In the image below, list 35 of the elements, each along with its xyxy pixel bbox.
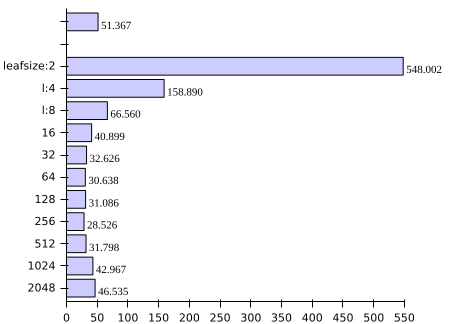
- x-tick-label: 550: [394, 312, 415, 324]
- x-tick-label: 400: [302, 312, 323, 324]
- data-label: 31.086: [88, 197, 120, 210]
- data-label: 40.899: [94, 130, 126, 143]
- data-label: 42.967: [96, 264, 127, 276]
- x-tick-label: 500: [363, 312, 384, 324]
- x-tick-label: 250: [210, 312, 231, 324]
- data-label: 31.798: [89, 242, 120, 254]
- y-tick-label: 256: [34, 215, 56, 228]
- data-label: 66.560: [110, 108, 142, 121]
- y-tick-label: leafsize:2: [3, 60, 56, 73]
- y-tick-label: 128: [34, 192, 56, 206]
- data-label: 30.638: [88, 175, 120, 188]
- y-tick-label: 2048: [28, 282, 56, 295]
- data-label: 51.367: [101, 20, 132, 32]
- data-label: 28.526: [87, 220, 118, 232]
- y-tick-label: 1024: [28, 259, 56, 272]
- x-tick-label: 0: [63, 312, 70, 324]
- y-tick-label: 32: [42, 148, 56, 162]
- x-tick-label: 100: [117, 312, 138, 324]
- y-tick-label: 16: [42, 126, 56, 140]
- y-tick-label: 512: [34, 237, 56, 250]
- data-label: 548.002: [406, 64, 442, 76]
- x-tick-label: 450: [332, 312, 354, 324]
- y-tick-label: 64: [42, 170, 56, 184]
- x-tick-label: 200: [178, 312, 200, 324]
- data-label: 32.626: [90, 153, 120, 165]
- data-label: 158.890: [167, 86, 204, 98]
- y-tick-label: l:4: [42, 82, 56, 95]
- x-tick-label: 350: [271, 312, 292, 324]
- x-tick-label: 300: [240, 312, 262, 324]
- x-tick-label: 150: [148, 312, 170, 324]
- data-label: 46.535: [98, 286, 129, 298]
- y-tick-label: l:8: [42, 104, 56, 118]
- x-tick-label: 50: [90, 312, 104, 324]
